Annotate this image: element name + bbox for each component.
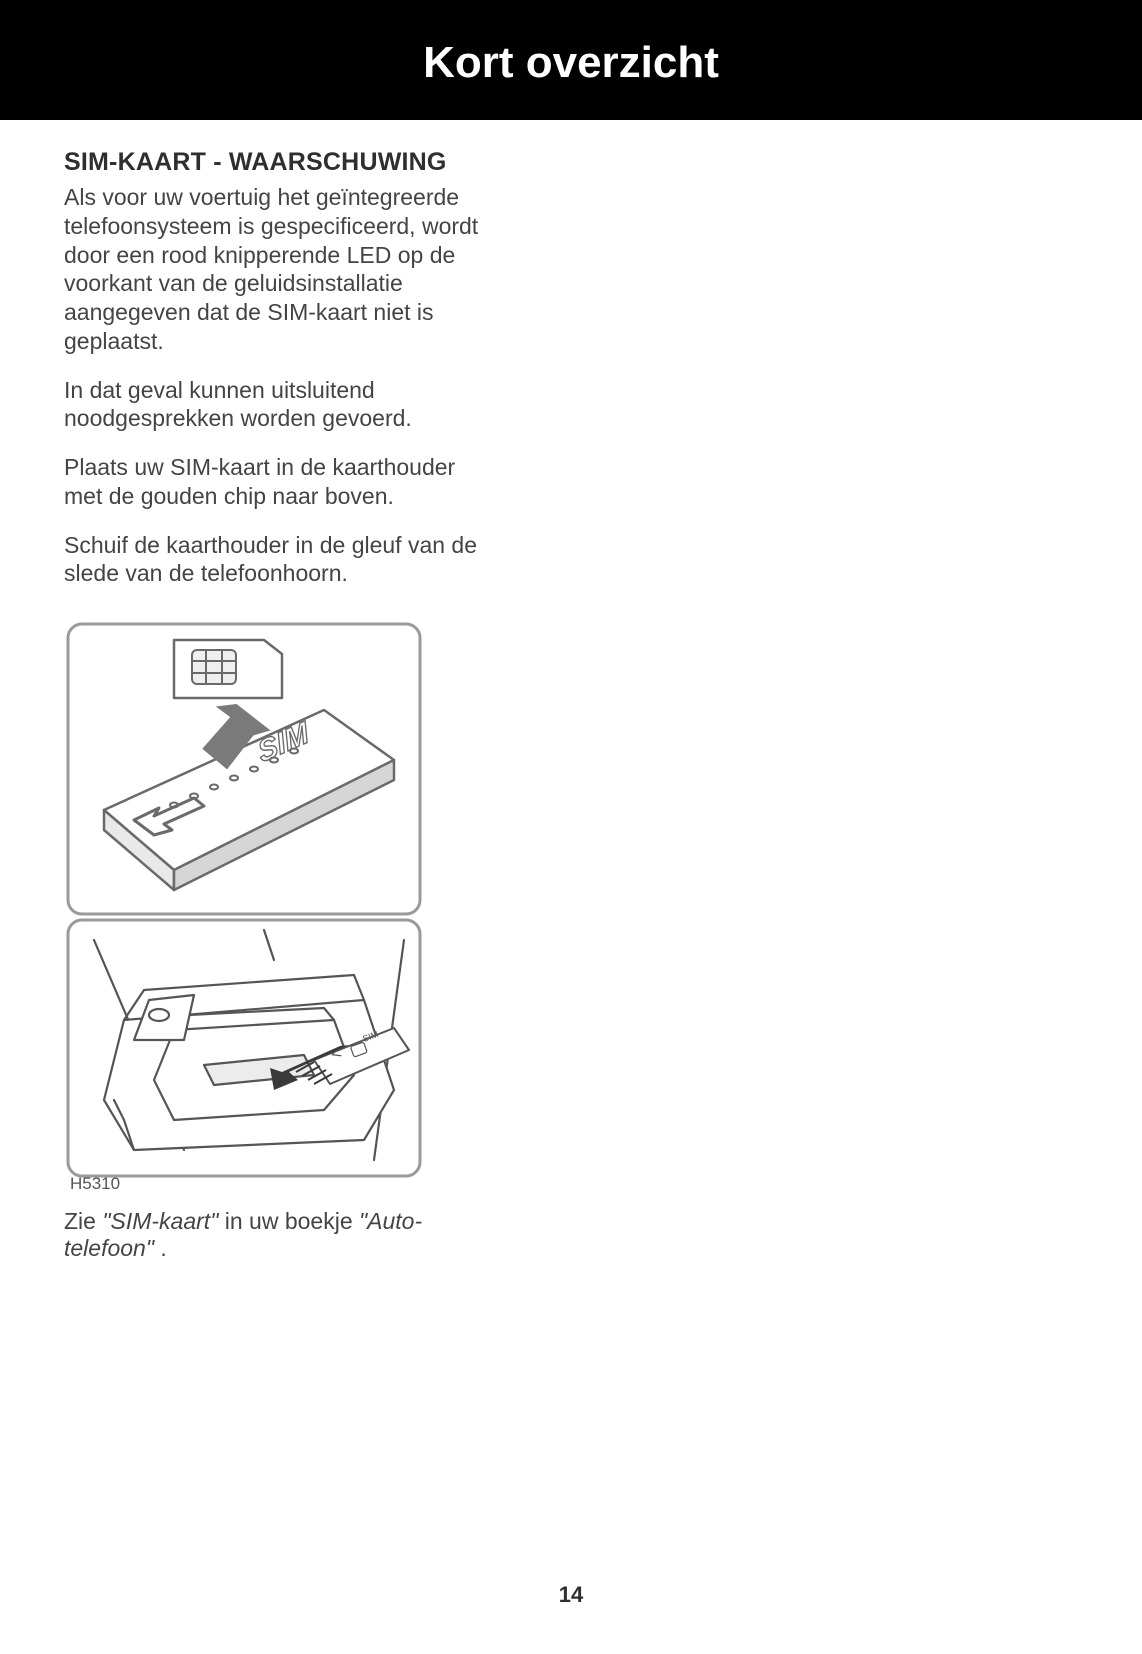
page-number: 14 bbox=[0, 1582, 1142, 1608]
ref-mid: in uw boekje bbox=[218, 1208, 359, 1234]
page-title: Kort overzicht bbox=[0, 38, 1142, 88]
page-header: Kort overzicht bbox=[0, 0, 1142, 120]
section-heading: SIM-KAART - WAARSCHUWING bbox=[64, 148, 496, 177]
paragraph-1: Als voor uw voertuig het geïntegreerde t… bbox=[64, 183, 496, 356]
paragraph-2: In dat geval kunnen uitsluitend noodgesp… bbox=[64, 376, 496, 434]
main-content: SIM-KAART - WAARSCHUWING Als voor uw voe… bbox=[0, 120, 560, 1262]
ref-sim-kaart: "SIM-kaart" bbox=[102, 1208, 218, 1234]
sim-diagram: SIM bbox=[64, 620, 496, 1194]
paragraph-4: Schuif de kaarthouder in de gleuf van de… bbox=[64, 531, 496, 589]
paragraph-3: Plaats uw SIM-kaart in de kaarthouder me… bbox=[64, 453, 496, 511]
reference-line: Zie "SIM-kaart" in uw boekje "Auto-telef… bbox=[64, 1208, 496, 1262]
ref-prefix: Zie bbox=[64, 1208, 102, 1234]
ref-suffix: . bbox=[154, 1235, 167, 1261]
